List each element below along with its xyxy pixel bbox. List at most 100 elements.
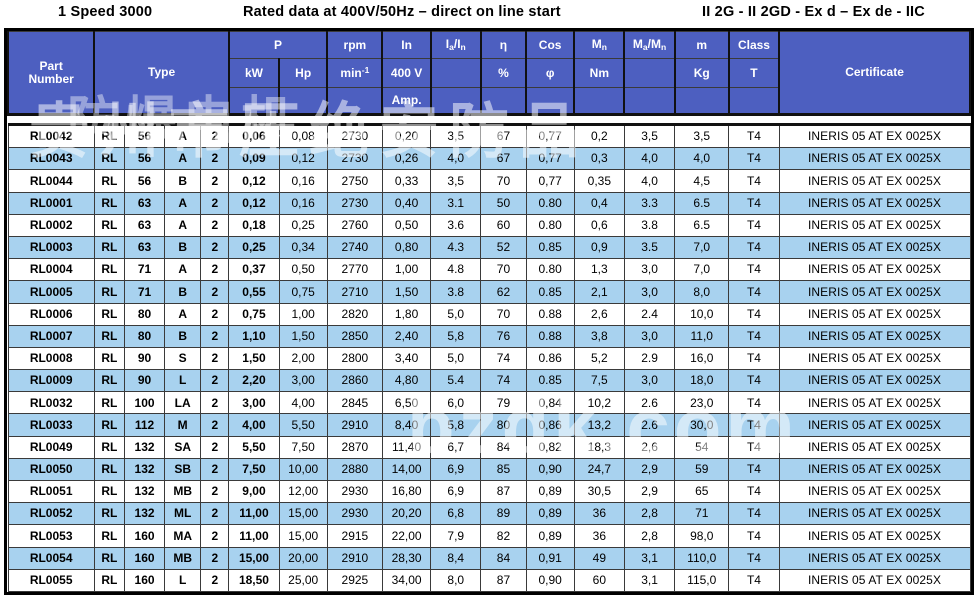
cell-in: 8,40: [381, 413, 432, 437]
cell-t2: 56: [123, 147, 166, 171]
cell-rpm: 2930: [326, 479, 383, 504]
cell-rpm: 2750: [326, 169, 383, 193]
table-row[interactable]: RL0004 RL 71 A 2 0,37 0,50 2770 1,00 4.8 70 0.80 1,3…: [7, 258, 971, 282]
cell-mamn: 4,0: [623, 147, 676, 171]
cell-t4: 2: [200, 346, 230, 371]
table-row[interactable]: RL0051 RL 132 MB 2 9,00 12,00 2930 16,80 6,9 87 0,8…: [7, 479, 971, 504]
cell-m: 98,0: [674, 524, 730, 548]
cell-t3: A: [164, 213, 202, 237]
cell-mamn: 3,1: [623, 568, 676, 592]
table-row[interactable]: RL0043 RL 56 A 2 0,09 0,12 2730 0,26 4,0 67 0,77 0,3…: [7, 147, 971, 171]
cell-cert: INERIS 05 AT EX 0025X: [778, 191, 971, 215]
cell-in: 0,80: [381, 235, 432, 260]
cell-cos: 0.88: [525, 324, 575, 348]
table-row[interactable]: RL0005 RL 71 B 2 0,55 0,75 2710 1,50 3.8 62 0.85 2,1…: [7, 280, 971, 304]
cell-part: RL0054: [7, 546, 95, 570]
header-current: In: [381, 31, 432, 59]
cell-cos: 0,89: [525, 524, 575, 548]
cell-kw: 4,00: [228, 413, 280, 437]
cell-in: 20,20: [381, 502, 432, 526]
cell-mn: 7,5: [573, 369, 625, 393]
cell-t3: A: [164, 258, 202, 282]
cell-t1: RL: [93, 213, 125, 237]
cell-rpm: 2910: [326, 546, 383, 570]
table-row[interactable]: RL0053 RL 160 MA 2 11,00 15,00 2915 22,00 7,9 82 0,…: [7, 524, 971, 548]
cell-t2: 71: [123, 258, 166, 282]
cell-ia: 6,9: [430, 457, 482, 482]
cell-cls: T4: [728, 258, 780, 282]
cell-hp: 10,00: [278, 457, 328, 482]
cell-t1: RL: [93, 123, 125, 149]
cell-cls: T4: [728, 413, 780, 437]
cell-t1: RL: [93, 435, 125, 459]
table-row[interactable]: RL0042 RL 56 A 2 0,06 0,08 2730 0,20 3,5 67 0,77 0,2…: [7, 123, 971, 149]
cell-eta: 74: [480, 369, 527, 393]
cell-ia: 5,8: [430, 413, 482, 437]
cell-hp: 0,12: [278, 147, 328, 171]
cell-t3: L: [164, 369, 202, 393]
cell-t2: 63: [123, 213, 166, 237]
table-row[interactable]: RL0050 RL 132 SB 2 7,50 10,00 2880 14,00 6,9 85 0,9…: [7, 457, 971, 482]
cell-ia: 5,0: [430, 302, 482, 326]
cell-m: 4,0: [674, 147, 730, 171]
cell-mamn: 2,8: [623, 502, 676, 526]
table-row[interactable]: RL0044 RL 56 B 2 0,12 0,16 2750 0,33 3,5 70 0,77 0,3…: [7, 169, 971, 193]
table-row[interactable]: RL0032 RL 100 LA 2 3,00 4,00 2845 6,50 6,0 79 0,84 1…: [7, 391, 971, 415]
title-rated-data: Rated data at 400V/50Hz – direct on line…: [243, 4, 561, 20]
cell-part: RL0009: [7, 369, 95, 393]
cell-m: 30,0: [674, 413, 730, 437]
table-row[interactable]: RL0055 RL 160 L 2 18,50 25,00 2925 34,00 8,0 87 0,9…: [7, 568, 971, 592]
cell-t2: 160: [123, 546, 166, 570]
cell-m: 18,0: [674, 369, 730, 393]
cell-rpm: 2910: [326, 413, 383, 437]
cell-rpm: 2845: [326, 391, 383, 415]
table-row[interactable]: RL0033 RL 112 M 2 4,00 5,50 2910 8,40 5,8 80 0,86 13…: [7, 413, 971, 437]
table-row[interactable]: RL0054 RL 160 MB 2 15,00 20,00 2910 28,30 8,4 84 0,…: [7, 546, 971, 570]
cell-part: RL0008: [7, 346, 95, 371]
table-row[interactable]: RL0001 RL 63 A 2 0,12 0,16 2730 0,40 3.1 50 0.80 0,4…: [7, 191, 971, 215]
table-row[interactable]: RL0052 RL 132 ML 2 11,00 15,00 2930 20,20 6,8 89 0,…: [7, 502, 971, 526]
cell-cls: T4: [728, 457, 780, 482]
cell-kw: 9,00: [228, 479, 280, 504]
cell-t3: MB: [164, 546, 202, 570]
cell-m: 7,0: [674, 258, 730, 282]
cell-cos: 0,86: [525, 413, 575, 437]
cell-mamn: 3.8: [623, 213, 676, 237]
motor-rated-data-table: Part Number Type P rpm In Ia/In η Cos Mn…: [6, 31, 971, 592]
cell-ia: 3,5: [430, 123, 482, 149]
cell-t1: RL: [93, 479, 125, 504]
cell-hp: 7,50: [278, 435, 328, 459]
cell-t4: 2: [200, 502, 230, 526]
cell-cert: INERIS 05 AT EX 0025X: [778, 479, 971, 504]
table-row[interactable]: RL0007 RL 80 B 2 1,10 1,50 2850 2,40 5,8 76 0.88 3,8…: [7, 324, 971, 348]
table-row[interactable]: RL0003 RL 63 B 2 0,25 0,34 2740 0,80 4.3 52 0.85 0,9…: [7, 235, 971, 260]
table-row[interactable]: RL0009 RL 90 L 2 2,20 3,00 2860 4,80 5.4 74 0.85 7,5…: [7, 369, 971, 393]
cell-t2: 160: [123, 568, 166, 592]
cell-in: 0,40: [381, 191, 432, 215]
cell-cos: 0.86: [525, 346, 575, 371]
table-row[interactable]: RL0008 RL 90 S 2 1,50 2,00 2800 3,40 5,0 74 0.86 5,2…: [7, 346, 971, 371]
cell-hp: 0,25: [278, 213, 328, 237]
cell-part: RL0007: [7, 324, 95, 348]
cell-part: RL0005: [7, 280, 95, 304]
cell-in: 1,50: [381, 280, 432, 304]
cell-t1: RL: [93, 302, 125, 326]
cell-cos: 0,91: [525, 546, 575, 570]
cell-t3: B: [164, 235, 202, 260]
cell-cls: T4: [728, 546, 780, 570]
cell-hp: 0,50: [278, 258, 328, 282]
cell-eta: 76: [480, 324, 527, 348]
table-row[interactable]: RL0049 RL 132 SA 2 5,50 7,50 2870 11,40 6,7 84 0,82…: [7, 435, 971, 459]
cell-t3: LA: [164, 391, 202, 415]
cell-cert: INERIS 05 AT EX 0025X: [778, 123, 971, 149]
cell-m: 3,5: [674, 123, 730, 149]
cell-cert: INERIS 05 AT EX 0025X: [778, 235, 971, 260]
cell-t1: RL: [93, 324, 125, 348]
cell-in: 28,30: [381, 546, 432, 570]
cell-t3: S: [164, 346, 202, 371]
table-row[interactable]: RL0006 RL 80 A 2 0,75 1,00 2820 1,80 5,0 70 0.88 2,6…: [7, 302, 971, 326]
cell-t2: 132: [123, 502, 166, 526]
table-row[interactable]: RL0002 RL 63 A 2 0,18 0,25 2760 0,50 3.6 60 0.80 0,6…: [7, 213, 971, 237]
cell-t4: 2: [200, 169, 230, 193]
cell-kw: 7,50: [228, 457, 280, 482]
